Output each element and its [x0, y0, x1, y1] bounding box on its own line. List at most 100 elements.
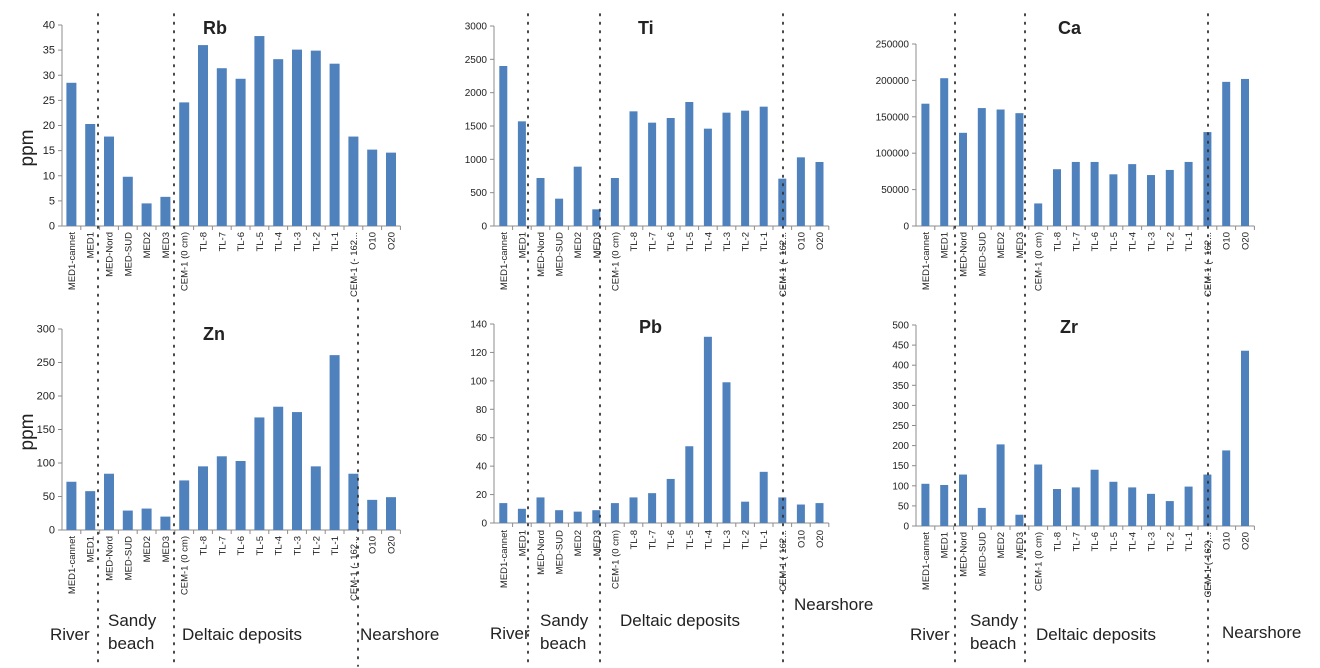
chart-title: Pb [639, 317, 662, 337]
category-label: MED-SUD [123, 536, 134, 580]
y-tick-label: 25 [43, 95, 55, 107]
bar-tl-3 [1147, 175, 1155, 226]
bar-tl-2 [741, 110, 750, 226]
category-label: TL-8 [199, 232, 210, 252]
bar-med-nord [536, 497, 545, 523]
bar-med1-cannet [66, 82, 77, 226]
category-label: O10 [368, 536, 379, 554]
bar-cem-1-162 [348, 473, 359, 530]
bar-med-sud [555, 510, 564, 523]
category-label: TL-1 [330, 232, 341, 252]
category-label: O20 [1241, 232, 1252, 250]
category-label: O20 [387, 232, 398, 250]
bar-tl-5 [254, 417, 265, 530]
category-label: TL-7 [217, 536, 228, 556]
category-label: MED-Nord [959, 532, 970, 577]
chart-panel-ca: 0 50000 100000 150000 200000 250000 MED1-canne… [876, 18, 1255, 297]
y-tick-label: 450 [892, 341, 909, 352]
y-tick-label: 60 [476, 433, 488, 444]
group-label-deltaic-deposits: Deltaic deposits [182, 625, 302, 644]
bar-cem-1-0-cm [1034, 203, 1043, 226]
bar-o20 [815, 503, 824, 523]
bar-med-nord [536, 178, 545, 226]
bar-o20 [386, 497, 396, 530]
bar-o10 [796, 157, 805, 226]
y-tick-label: 140 [470, 320, 487, 331]
group-label-river: River [50, 625, 90, 644]
bar-med1 [85, 123, 96, 226]
bar-tl-2 [310, 466, 321, 530]
category-label: MED2 [573, 232, 584, 258]
category-label: MED1-cannet [499, 530, 510, 588]
bar-tl-4 [1128, 487, 1137, 526]
category-label: CEM-1 (0 cm) [610, 232, 621, 291]
y-tick-label: 150000 [876, 112, 910, 123]
bar-tl-1 [1184, 161, 1193, 226]
group-label-sandy-beach: Sandy beach [108, 611, 157, 653]
chart-title: Ti [638, 18, 654, 38]
category-label: MED2 [996, 232, 1007, 258]
category-label: TL-1 [330, 536, 341, 556]
bar-med-sud [977, 507, 986, 526]
category-label: TL-4 [1128, 232, 1139, 252]
category-label: TL-6 [1090, 232, 1101, 252]
category-label: TL-8 [629, 232, 640, 252]
category-label: MED-Nord [959, 232, 970, 277]
category-label: CEM-1 (0 cm) [610, 530, 621, 589]
chart-title: Zr [1060, 317, 1078, 337]
bar-med-sud [122, 510, 133, 530]
category-label: TL-7 [1071, 232, 1082, 252]
category-label: O10 [1222, 232, 1233, 250]
y-tick-label: 100 [892, 481, 909, 492]
y-tick-label: 1000 [465, 155, 488, 166]
bar-cem-1-0-cm [610, 178, 619, 226]
bar-tl-6 [235, 460, 246, 530]
category-label: TL-2 [311, 536, 322, 556]
y-tick-label: 0 [481, 222, 487, 233]
category-label: TL-6 [1090, 532, 1101, 552]
category-label: MED1-cannet [921, 232, 932, 290]
bar-tl-7 [648, 122, 657, 226]
y-tick-label: 50 [898, 501, 910, 512]
category-label: TL-8 [629, 530, 640, 550]
bar-cem-1-0-cm [610, 503, 619, 523]
chart-panel-ti: 0 500 1000 1500 2000 2500 3000 MED1-cannet MED1 M… [465, 18, 830, 297]
bar-tl-4 [703, 336, 712, 523]
y-tick-label: 2000 [465, 88, 488, 99]
group-label-nearshore: Nearshore [360, 625, 439, 644]
category-label: MED2 [142, 232, 153, 258]
bar-tl-8 [629, 111, 638, 226]
group-label-nearshore: Nearshore [1222, 623, 1301, 642]
category-label: MED2 [142, 536, 153, 562]
y-tick-label: 0 [49, 221, 55, 233]
bar-o10 [1222, 450, 1231, 526]
bar-med2 [573, 166, 582, 226]
bar-med1 [940, 78, 949, 226]
bar-tl-8 [198, 45, 208, 226]
category-label: O20 [815, 232, 826, 250]
bar-tl-7 [1071, 161, 1080, 226]
category-label: TL-8 [1053, 232, 1064, 252]
category-label: TL-3 [722, 530, 733, 550]
y-tick-label: 500 [892, 321, 909, 332]
bar-med2 [996, 109, 1005, 226]
bar-tl-8 [198, 466, 208, 530]
y-tick-label: 20 [476, 490, 488, 501]
category-label: TL-6 [236, 536, 247, 556]
bar-tl-1 [759, 106, 768, 226]
category-label: MED3 [161, 232, 172, 258]
category-label: TL-1 [759, 232, 770, 252]
bar-o20 [1241, 78, 1249, 226]
y-tick-label: 500 [470, 188, 487, 199]
category-label: TL-1 [1184, 532, 1195, 552]
y-tick-label: 250000 [876, 40, 910, 51]
bar-tl-5 [254, 36, 265, 227]
bar-med3 [1015, 113, 1024, 226]
bar-tl-1 [329, 355, 340, 530]
category-label: TL-7 [648, 232, 659, 252]
group-label-sandy-beach: Sandy beach [540, 611, 589, 653]
y-tick-label: 300 [892, 401, 909, 412]
category-label: TL-3 [293, 536, 304, 556]
bar-tl-8 [1053, 169, 1061, 226]
